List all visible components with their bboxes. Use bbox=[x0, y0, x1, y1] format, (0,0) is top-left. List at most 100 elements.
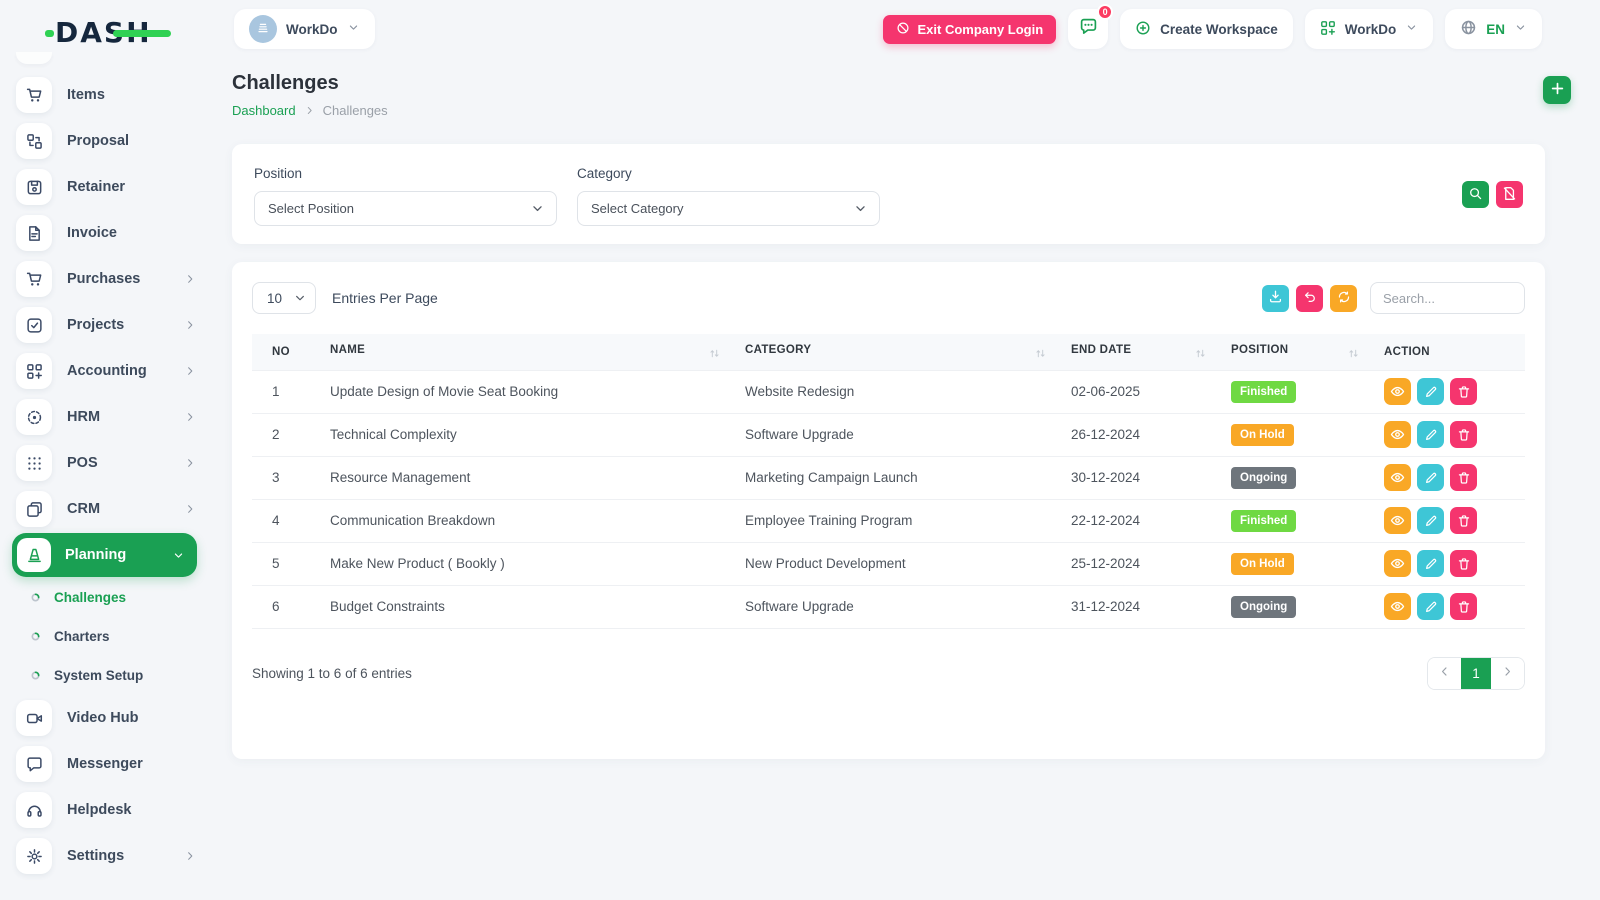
edit-button[interactable] bbox=[1417, 421, 1444, 448]
position-select[interactable]: Select Position bbox=[254, 191, 557, 226]
edit-button[interactable] bbox=[1417, 507, 1444, 534]
breadcrumb-dashboard-link[interactable]: Dashboard bbox=[232, 103, 296, 118]
cell-end-date: 26-12-2024 bbox=[1071, 412, 1231, 457]
sidebar-item-projects[interactable]: Projects bbox=[0, 302, 212, 348]
language-menu-button[interactable]: EN bbox=[1445, 9, 1542, 49]
cell-action bbox=[1384, 584, 1525, 629]
sidebar-item-planning[interactable]: Planning bbox=[12, 533, 197, 577]
workspace-chip-label: WorkDo bbox=[286, 21, 338, 37]
sidebar-item-messenger[interactable]: Messenger bbox=[0, 741, 212, 787]
workspace-chip[interactable]: WorkDo bbox=[234, 9, 375, 49]
view-button[interactable] bbox=[1384, 593, 1411, 620]
create-workspace-label: Create Workspace bbox=[1160, 21, 1278, 37]
delete-button[interactable] bbox=[1450, 507, 1477, 534]
delete-button[interactable] bbox=[1450, 378, 1477, 405]
sidebar-item-helpdesk[interactable]: Helpdesk bbox=[0, 787, 212, 833]
sidebar-item-crm[interactable]: CRM bbox=[0, 486, 212, 532]
entries-per-page-select[interactable]: 10 bbox=[252, 282, 316, 314]
sidebar-item-hrm[interactable]: HRM bbox=[0, 394, 212, 440]
filter-card: Position Select Position Category Select… bbox=[232, 144, 1545, 244]
workspace-menu-label: WorkDo bbox=[1344, 21, 1397, 37]
chevron-left-icon bbox=[1438, 665, 1451, 681]
chevron-right-icon bbox=[184, 365, 196, 377]
sort-icon[interactable] bbox=[1194, 347, 1207, 360]
category-filter-label: Category bbox=[577, 166, 632, 181]
sidebar-item-settings[interactable]: Settings bbox=[0, 833, 212, 879]
cart-icon bbox=[16, 77, 52, 113]
sort-icon[interactable] bbox=[708, 347, 721, 360]
next-page-button[interactable] bbox=[1491, 657, 1524, 689]
view-button[interactable] bbox=[1384, 421, 1411, 448]
slash-circle-icon bbox=[896, 21, 910, 38]
search-input[interactable] bbox=[1370, 282, 1525, 314]
table-actions bbox=[1262, 282, 1525, 314]
globe-icon bbox=[1460, 19, 1477, 39]
cell-action bbox=[1384, 455, 1525, 500]
sidebar-subitem-challenges[interactable]: Challenges bbox=[0, 578, 212, 617]
headset-icon bbox=[16, 792, 52, 828]
previous-page-button[interactable] bbox=[1428, 657, 1461, 689]
cell-name: Make New Product ( Bookly ) bbox=[330, 541, 745, 586]
edit-button[interactable] bbox=[1417, 593, 1444, 620]
edit-button[interactable] bbox=[1417, 378, 1444, 405]
cell-category: Software Upgrade bbox=[745, 584, 1071, 629]
sort-icon[interactable] bbox=[1347, 347, 1360, 360]
cell-position: On Hold bbox=[1231, 541, 1384, 586]
sidebar-item-proposal[interactable]: Proposal bbox=[0, 118, 212, 164]
grid-plus-icon bbox=[16, 353, 52, 389]
edit-button[interactable] bbox=[1417, 464, 1444, 491]
view-button[interactable] bbox=[1384, 464, 1411, 491]
column-end-date: END DATE bbox=[1071, 334, 1231, 370]
main-content: Challenges Dashboard Challenges Position… bbox=[212, 58, 1600, 759]
current-page-button[interactable]: 1 bbox=[1461, 657, 1491, 689]
export-button[interactable] bbox=[1262, 284, 1289, 312]
sidebar-item-purchases[interactable]: Purchases bbox=[0, 256, 212, 302]
cell-position: Finished bbox=[1231, 369, 1384, 414]
workspace-menu-button[interactable]: WorkDo bbox=[1304, 9, 1434, 49]
challenges-table: NO NAME CATEGORY END DATE POSITION ACTIO… bbox=[252, 334, 1525, 629]
entries-per-page-value: 10 bbox=[267, 290, 283, 306]
cone-icon bbox=[17, 538, 51, 572]
cell-category: Marketing Campaign Launch bbox=[745, 455, 1071, 500]
view-button[interactable] bbox=[1384, 550, 1411, 577]
video-icon bbox=[16, 700, 52, 736]
create-workspace-button[interactable]: Create Workspace bbox=[1120, 9, 1293, 49]
chevron-down-icon bbox=[293, 291, 307, 308]
entries-summary: Showing 1 to 6 of 6 entries bbox=[252, 665, 412, 681]
sidebar-subitem-system-setup[interactable]: System Setup bbox=[0, 656, 212, 695]
clear-filter-button[interactable] bbox=[1496, 181, 1523, 208]
table-row: 3 Resource Management Marketing Campaign L… bbox=[252, 455, 1525, 500]
reset-button[interactable] bbox=[1296, 284, 1323, 312]
messages-button[interactable]: 0 bbox=[1068, 4, 1114, 49]
sidebar-item-items[interactable]: Items bbox=[0, 72, 212, 118]
gear-icon bbox=[16, 838, 52, 874]
reload-button[interactable] bbox=[1330, 284, 1357, 312]
view-button[interactable] bbox=[1384, 378, 1411, 405]
delete-button[interactable] bbox=[1450, 550, 1477, 577]
sidebar-item-invoice[interactable]: Invoice bbox=[0, 210, 212, 256]
delete-button[interactable] bbox=[1450, 593, 1477, 620]
status-badge: Ongoing bbox=[1231, 595, 1297, 618]
sidebar-subitem-charters[interactable]: Charters bbox=[0, 617, 212, 656]
cell-no: 5 bbox=[252, 541, 330, 586]
app-logo[interactable]: DASH bbox=[45, 16, 171, 50]
sidebar-item-accounting[interactable]: Accounting bbox=[0, 348, 212, 394]
sidebar-item-label: Accounting bbox=[67, 363, 147, 379]
delete-button[interactable] bbox=[1450, 464, 1477, 491]
cell-no: 1 bbox=[252, 369, 330, 414]
apply-filter-button[interactable] bbox=[1462, 181, 1489, 208]
sidebar-item-video-hub[interactable]: Video Hub bbox=[0, 695, 212, 741]
delete-button[interactable] bbox=[1450, 421, 1477, 448]
sidebar-item-label: Proposal bbox=[67, 133, 130, 149]
sidebar-item-label: Planning bbox=[65, 547, 127, 563]
view-button[interactable] bbox=[1384, 507, 1411, 534]
category-select[interactable]: Select Category bbox=[577, 191, 880, 226]
exit-company-login-button[interactable]: Exit Company Login bbox=[883, 14, 1057, 44]
sidebar-item-pos[interactable]: POS bbox=[0, 440, 212, 486]
table-controls: 10 Entries Per Page bbox=[252, 282, 1525, 314]
add-challenge-button[interactable] bbox=[1543, 76, 1571, 104]
sort-icon[interactable] bbox=[1034, 347, 1047, 360]
column-no: NO bbox=[252, 334, 330, 370]
edit-button[interactable] bbox=[1417, 550, 1444, 577]
sidebar-item-retainer[interactable]: Retainer bbox=[0, 164, 212, 210]
